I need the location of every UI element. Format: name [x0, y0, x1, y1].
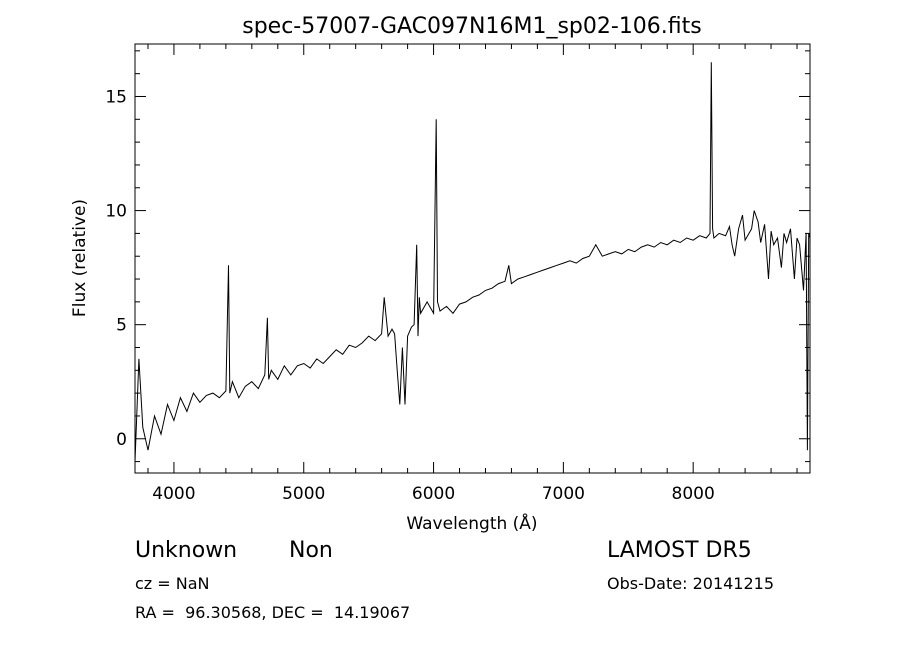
x-tick-label: 7000: [542, 484, 585, 504]
survey-name: LAMOST DR5: [607, 538, 752, 563]
plot-frame: [134, 43, 811, 474]
spectrum-series-line: [134, 62, 811, 462]
observation-date: Obs-Date: 20141215: [607, 574, 775, 593]
x-tick-label: 6000: [412, 484, 455, 504]
y-tick-label: 10: [105, 202, 127, 222]
object-class: Unknown: [135, 538, 238, 563]
chart-title: spec-57007-GAC097N16M1_sp02-106.fits: [242, 14, 702, 39]
x-tick-label: 8000: [672, 484, 715, 504]
y-tick-label: 15: [105, 87, 127, 107]
y-axis: 0 5 10 15: [105, 50, 810, 463]
object-subclass: Non: [289, 538, 333, 563]
y-axis-label: Flux (relative): [70, 199, 90, 317]
ra-dec-coordinates: RA = 96.30568, DEC = 14.19067: [135, 603, 411, 622]
x-axis: 4000 5000 6000 7000 8000: [147, 44, 798, 504]
plot-area: [134, 62, 811, 462]
x-axis-label: Wavelength (Å): [406, 512, 537, 534]
y-tick-label: 5: [116, 316, 127, 336]
x-tick-label: 4000: [152, 484, 195, 504]
y-tick-label: 0: [116, 430, 127, 450]
redshift-cz: cz = NaN: [135, 574, 210, 593]
x-tick-label: 5000: [282, 484, 325, 504]
